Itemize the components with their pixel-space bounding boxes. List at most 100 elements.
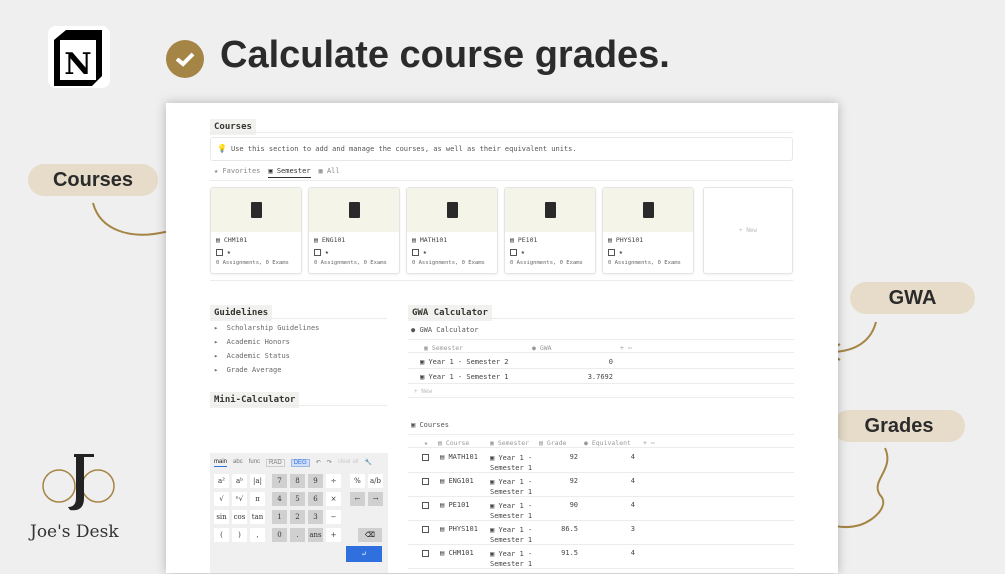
add-property-icon[interactable]: + ⋯	[643, 439, 655, 447]
favorite-checkbox[interactable]: ★	[216, 248, 296, 256]
calc-key[interactable]: 3	[308, 510, 323, 524]
calc-key[interactable]: .	[290, 528, 305, 542]
calc-key[interactable]: %	[350, 474, 365, 488]
enter-key[interactable]: ↵	[346, 546, 382, 562]
calc-key[interactable]: 2	[290, 510, 305, 524]
calc-key[interactable]: 8	[290, 474, 305, 488]
gwa-col-semester[interactable]: ▣ Semester	[424, 344, 464, 352]
calc-key[interactable]: →	[368, 492, 383, 506]
calc-key[interactable]: 7	[272, 474, 287, 488]
card-title[interactable]: ▤ PHYS101	[608, 236, 644, 244]
course-name[interactable]: ▤ PHYS101	[440, 525, 478, 533]
calc-key[interactable]: 4	[272, 492, 287, 506]
tab-favorites[interactable]: ★ Favorites	[214, 167, 261, 175]
wrench-icon[interactable]: 🔧	[364, 460, 372, 466]
gwa-new-button[interactable]: + New	[408, 384, 794, 398]
course-card[interactable]: ▤ ENG101 ★ 0 Assignments, 0 Exams	[308, 187, 400, 274]
calc-tab-main[interactable]: main	[214, 459, 228, 467]
course-semester[interactable]: ▣ Year 1 - Semester 1	[490, 454, 533, 472]
calc-key[interactable]: −	[326, 510, 341, 524]
calc-key[interactable]: (	[214, 528, 229, 542]
course-semester[interactable]: ▣ Year 1 - Semester 1	[490, 550, 533, 568]
gwa-row[interactable]: ▣ Year 1 - Semester 1 3.7692	[408, 369, 794, 384]
favorite-checkbox[interactable]: ★	[510, 248, 590, 256]
grade-row[interactable]: ▤ MATH101 ▣ Year 1 - Semester 1 92 4	[408, 449, 794, 473]
calc-key[interactable]: +	[326, 528, 341, 542]
favorite-checkbox[interactable]: ★	[608, 248, 688, 256]
calc-key[interactable]: 5	[290, 492, 305, 506]
grades-col-semester[interactable]: ▣ Semester	[490, 439, 530, 447]
gwa-semester[interactable]: ▣ Year 1 - Semester 1	[420, 373, 509, 381]
gwa-row[interactable]: ▣ Year 1 - Semester 2 0	[408, 354, 794, 369]
toggle-guideline[interactable]: ▸ Academic Honors	[214, 338, 290, 346]
calc-key[interactable]: a/b	[368, 474, 383, 488]
calc-key[interactable]: ÷	[326, 474, 341, 488]
undo-icon[interactable]: ↶	[315, 460, 321, 466]
calc-key[interactable]: tan	[250, 510, 265, 524]
card-title[interactable]: ▤ MATH101	[412, 236, 448, 244]
calc-key[interactable]: cos	[232, 510, 247, 524]
calc-key[interactable]: 9	[308, 474, 323, 488]
card-title[interactable]: ▤ CHM101	[216, 236, 248, 244]
gwa-semester[interactable]: ▣ Year 1 - Semester 2	[420, 358, 509, 366]
grades-col-course[interactable]: ▤ Course	[438, 439, 470, 447]
calc-key[interactable]: ←	[350, 492, 365, 506]
calc-tab-abc[interactable]: abc	[233, 459, 243, 465]
favorite-checkbox[interactable]	[422, 454, 429, 461]
course-name[interactable]: ▤ CHM101	[440, 549, 474, 557]
calc-key[interactable]: a²	[214, 474, 229, 488]
course-name[interactable]: ▤ MATH101	[440, 453, 478, 461]
toggle-guideline[interactable]: ▸ Academic Status	[214, 352, 290, 360]
course-semester[interactable]: ▣ Year 1 - Semester 1	[490, 502, 533, 520]
course-semester[interactable]: ▣ Year 1 - Semester 1	[490, 478, 533, 496]
course-card[interactable]: ▤ PHYS101 ★ 0 Assignments, 0 Exams	[602, 187, 694, 274]
calc-key[interactable]: sin	[214, 510, 229, 524]
course-semester[interactable]: ▣ Year 1 - Semester 1	[490, 526, 533, 544]
calc-key[interactable]: π	[250, 492, 265, 506]
grade-row[interactable]: ▤ CHM101 ▣ Year 1 - Semester 1 91.5 4	[408, 545, 794, 569]
grades-col-grade[interactable]: ▤ Grade	[539, 439, 567, 447]
clear-all-button[interactable]: clear all	[337, 459, 359, 465]
card-title[interactable]: ▤ PE101	[510, 236, 538, 244]
add-property-icon[interactable]: + ⋯	[620, 344, 632, 352]
tab-all[interactable]: ▦ All	[318, 167, 340, 175]
calc-key[interactable]: ⁿ√	[232, 492, 247, 506]
grade-row[interactable]: ▤ PHYS101 ▣ Year 1 - Semester 1 86.5 3	[408, 521, 794, 545]
new-card-button[interactable]: + New	[703, 187, 793, 274]
course-card[interactable]: ▤ MATH101 ★ 0 Assignments, 0 Exams	[406, 187, 498, 274]
course-card[interactable]: ▤ PE101 ★ 0 Assignments, 0 Exams	[504, 187, 596, 274]
toggle-guideline[interactable]: ▸ Grade Average	[214, 366, 282, 374]
grade-row[interactable]: ▤ ENG101 ▣ Year 1 - Semester 1 92 4	[408, 473, 794, 497]
calc-key[interactable]: 1	[272, 510, 287, 524]
redo-icon[interactable]: ↷	[326, 460, 332, 466]
calc-key[interactable]: ×	[326, 492, 341, 506]
calc-key[interactable]: ans	[308, 528, 323, 542]
calc-key[interactable]: |a|	[250, 474, 265, 488]
course-name[interactable]: ▤ ENG101	[440, 477, 474, 485]
calc-key[interactable]: )	[232, 528, 247, 542]
favorite-checkbox[interactable]: ★	[412, 248, 492, 256]
backspace-key[interactable]: ⌫	[358, 528, 382, 542]
grade-row[interactable]: ▤ PE101 ▣ Year 1 - Semester 1 90 4	[408, 497, 794, 521]
course-card[interactable]: ▤ CHM101 ★ 0 Assignments, 0 Exams	[210, 187, 302, 274]
favorite-checkbox[interactable]	[422, 478, 429, 485]
deg-button[interactable]: DEG	[290, 459, 310, 467]
calc-key[interactable]: aᵇ	[232, 474, 247, 488]
favorite-checkbox[interactable]	[422, 526, 429, 533]
favorite-checkbox[interactable]	[422, 502, 429, 509]
course-name[interactable]: ▤ PE101	[440, 501, 470, 509]
tab-semester[interactable]: ▣ Semester	[268, 167, 311, 178]
toggle-guideline[interactable]: ▸ Scholarship Guidelines	[214, 324, 320, 332]
calc-key[interactable]: √	[214, 492, 229, 506]
card-title[interactable]: ▤ ENG101	[314, 236, 346, 244]
rad-button[interactable]: RAD	[266, 459, 285, 467]
calc-tab-func[interactable]: func	[248, 459, 261, 465]
gwa-col-gwa[interactable]: ● GWA	[532, 344, 552, 352]
calc-key[interactable]: ,	[250, 528, 265, 542]
grades-col-equivalent[interactable]: ● Equivalent	[584, 439, 631, 447]
favorite-checkbox[interactable]: ★	[314, 248, 394, 256]
favorite-checkbox[interactable]	[422, 550, 429, 557]
calc-key[interactable]: 6	[308, 492, 323, 506]
calc-key[interactable]: 0	[272, 528, 287, 542]
card-cover	[211, 188, 301, 232]
